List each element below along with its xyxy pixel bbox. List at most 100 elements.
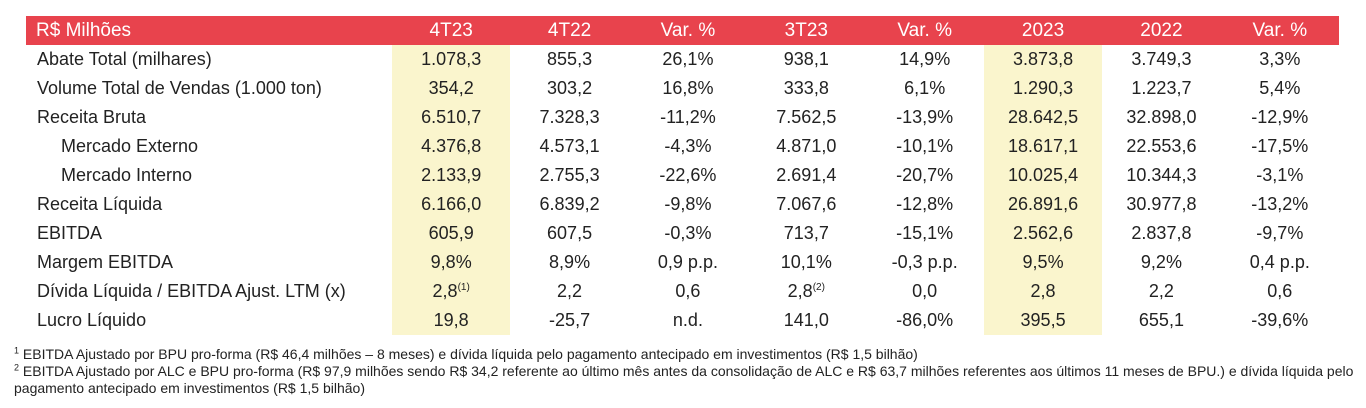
cell-value: 6,1% [904, 78, 946, 98]
table-body: Abate Total (milhares) 1.078,3 855,3 26,1% 9… [26, 45, 1339, 335]
cell-value: 141,0 [783, 310, 829, 330]
cell-value: 855,3 [547, 49, 593, 69]
row-label: Margem EBITDA [37, 252, 174, 272]
table-cell: 0,6 [629, 277, 747, 306]
row-label: Lucro Líquido [37, 310, 147, 330]
cell-value: 9,2% [1140, 252, 1182, 272]
cell-value: 0,6 [1267, 281, 1293, 301]
table-cell: 10.344,3 [1102, 161, 1220, 190]
table-cell: 141,0 [747, 306, 865, 335]
table-cell: 605,9 [392, 219, 511, 248]
table-cell: 3.749,3 [1102, 45, 1220, 74]
table-cell: n.d. [629, 306, 747, 335]
table-cell: -25,7 [510, 306, 628, 335]
table-cell: 19,8 [392, 306, 511, 335]
table-cell: 7.328,3 [510, 103, 628, 132]
cell-value: -11,2% [660, 107, 716, 127]
cell-value: 2,8 [787, 281, 813, 301]
cell-value: n.d. [672, 310, 703, 330]
cell-value: 607,5 [547, 223, 593, 243]
table-cell: 16,8% [629, 74, 747, 103]
cell-value: 6.839,2 [539, 194, 600, 214]
table-cell: -4,3% [629, 132, 747, 161]
table-cell: 713,7 [747, 219, 865, 248]
cell-value: 3.873,8 [1013, 49, 1074, 69]
table-cell: 18.617,1 [983, 132, 1103, 161]
table-cell: 2,8(2) [747, 277, 865, 306]
cell-value: 4.573,1 [539, 136, 600, 156]
cell-value: 26,1% [662, 49, 714, 69]
table-cell: -17,5% [1221, 132, 1339, 161]
cell-value: 1.290,3 [1013, 78, 1074, 98]
cell-value: 18.617,1 [1008, 136, 1079, 156]
table-cell: 655,1 [1102, 306, 1220, 335]
table-cell: 1.223,7 [1102, 74, 1220, 103]
table-cell: 26,1% [629, 45, 747, 74]
table-row: Dívida Líquida / EBITDA Ajust. LTM (x) 2,… [26, 277, 1339, 306]
cell-value: -25,7 [549, 310, 591, 330]
row-label: EBITDA [37, 223, 103, 243]
footnote-2: 2 EBITDA Ajustado por ALC e BPU pro-form… [14, 363, 1354, 397]
cell-value: 2,8 [432, 281, 458, 301]
cell-value: -0,3% [664, 223, 712, 243]
cell-value: -4,3% [664, 136, 712, 156]
table-cell: -12,9% [1221, 103, 1339, 132]
row-label: Receita Bruta [37, 107, 147, 127]
table-cell: -13,2% [1221, 190, 1339, 219]
table-cell: -9,8% [629, 190, 747, 219]
cell-value: 2.691,4 [776, 165, 837, 185]
footnote-marker: (1) [457, 282, 470, 293]
footnote-marker: (2) [812, 282, 825, 293]
cell-value: -3,1% [1256, 165, 1304, 185]
table-cell: 10,1% [747, 248, 865, 277]
cell-value: 6.510,7 [421, 107, 482, 127]
cell-value: 0,9 p.p. [657, 252, 718, 272]
cell-value: 7.328,3 [539, 107, 600, 127]
table-cell: 2,2 [1102, 277, 1220, 306]
cell-value: -9,7% [1256, 223, 1304, 243]
cell-value: -0,3 p.p. [891, 252, 958, 272]
cell-value: 10.025,4 [1008, 165, 1079, 185]
table-cell: 0,6 [1221, 277, 1339, 306]
table-cell: 0,9 p.p. [629, 248, 747, 277]
table-cell: 3.873,8 [983, 45, 1103, 74]
table-cell: 0,4 p.p. [1221, 248, 1339, 277]
table-cell: 10.025,4 [983, 161, 1103, 190]
table-cell: 938,1 [747, 45, 865, 74]
cell-value: 2.755,3 [539, 165, 600, 185]
cell-value: 4.871,0 [776, 136, 837, 156]
table-cell: 333,8 [747, 74, 865, 103]
cell-value: 2,2 [1148, 281, 1174, 301]
cell-value: 19,8 [433, 310, 469, 330]
table-cell: 32.898,0 [1102, 103, 1220, 132]
cell-value: -15,1% [896, 223, 954, 243]
table-header-row: R$ Milhões 4T23 4T22 Var. % 3T23 Var. % 2023 20… [26, 16, 1339, 45]
cell-value: -22,6% [659, 165, 717, 185]
table-cell: 607,5 [510, 219, 628, 248]
cell-value: 2,8 [1030, 281, 1056, 301]
table-cell: 3,3% [1221, 45, 1339, 74]
table-cell: 2,2 [510, 277, 628, 306]
table-cell: 4.871,0 [747, 132, 865, 161]
cell-value: -17,5% [1251, 136, 1309, 156]
cell-value: 0,4 p.p. [1249, 252, 1310, 272]
table-cell: 0,0 [866, 277, 984, 306]
cell-value: -39,6% [1251, 310, 1309, 330]
table-row: Margem EBITDA 9,8% 8,9% 0,9 p.p. 10,1% -0,3 p… [26, 248, 1339, 277]
header-label-column: R$ Milhões [26, 16, 392, 45]
cell-value: 2.562,6 [1013, 223, 1074, 243]
table-cell: 6.166,0 [392, 190, 511, 219]
cell-value: 1.078,3 [421, 49, 482, 69]
table-cell: 2,8 [983, 277, 1103, 306]
row-label: Dívida Líquida / EBITDA Ajust. LTM (x) [37, 281, 346, 301]
table-cell: -11,2% [629, 103, 747, 132]
footnote-number: 2 [14, 362, 20, 373]
table-cell: 1.290,3 [983, 74, 1103, 103]
header-column-6: 2023 [983, 16, 1103, 45]
table-cell: 28.642,5 [983, 103, 1103, 132]
header-column-5: Var. % [865, 16, 984, 45]
table-cell: -0,3% [629, 219, 747, 248]
cell-value: -86,0% [896, 310, 954, 330]
cell-value: 10.344,3 [1126, 165, 1197, 185]
header-column-8: Var. % [1220, 16, 1339, 45]
